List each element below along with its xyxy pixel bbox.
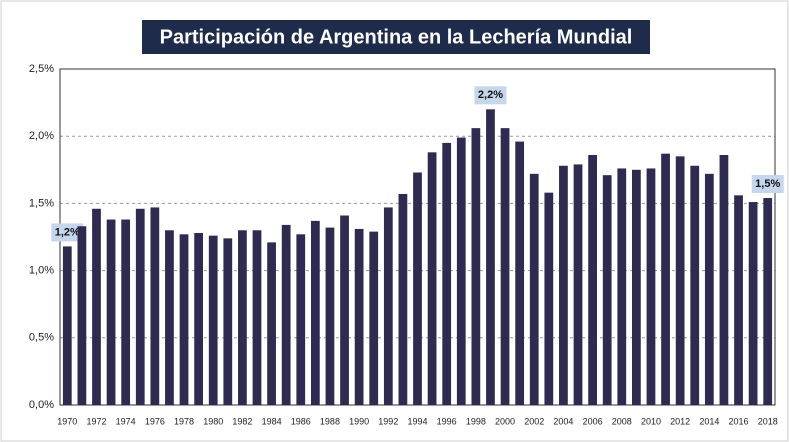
x-tick-label: 1998 — [466, 416, 486, 426]
y-tick-label: 0,5% — [29, 332, 54, 344]
bar — [383, 207, 393, 405]
bar — [515, 141, 525, 406]
x-tick-label: 2016 — [729, 416, 749, 426]
x-tick-label: 1996 — [437, 416, 457, 426]
bar — [194, 232, 203, 405]
x-tick-label: 1978 — [174, 416, 194, 426]
bar — [500, 128, 510, 406]
bar — [427, 152, 437, 405]
chart-title: Participación de Argentina en la Lecherí… — [160, 26, 633, 48]
bar — [748, 202, 758, 405]
bar — [734, 195, 743, 405]
x-tick-label: 1986 — [291, 416, 311, 426]
bar — [106, 219, 116, 405]
bar — [238, 230, 247, 405]
bar — [529, 173, 539, 405]
x-tick-label: 1972 — [86, 416, 106, 426]
bar — [763, 198, 773, 405]
bar — [77, 226, 87, 405]
value-label: 2,2% — [478, 89, 503, 101]
x-tick-label: 2000 — [495, 416, 515, 426]
bar — [544, 192, 554, 405]
bar — [369, 231, 379, 405]
value-label: 1,5% — [755, 178, 780, 190]
bar — [92, 208, 101, 405]
x-tick-label: 1992 — [378, 416, 398, 426]
bar — [398, 193, 408, 405]
bar — [456, 137, 466, 405]
value-label-box — [51, 223, 84, 242]
x-tick-label: 2004 — [553, 416, 573, 426]
bar — [281, 224, 291, 405]
bar — [675, 156, 685, 405]
x-tick-label: 1976 — [145, 416, 165, 426]
bar — [121, 219, 131, 405]
bar — [442, 142, 452, 406]
title-box — [142, 20, 650, 54]
bar — [179, 234, 189, 405]
x-tick-label: 1990 — [349, 416, 369, 426]
x-tick-label: 1988 — [320, 416, 340, 426]
value-label-box — [751, 175, 784, 194]
bar — [252, 230, 262, 405]
bar — [559, 165, 568, 405]
bar — [413, 172, 422, 405]
bar — [632, 169, 641, 405]
bar — [661, 153, 670, 405]
bar — [267, 242, 276, 405]
value-label: 1,2% — [55, 226, 80, 238]
bar — [617, 168, 627, 405]
y-tick-label: 2,0% — [29, 130, 54, 142]
bar — [354, 228, 364, 405]
bar — [135, 208, 145, 405]
x-tick-label: 2018 — [758, 416, 778, 426]
y-tick-label: 1,5% — [29, 197, 54, 209]
x-tick-label: 2012 — [670, 416, 690, 426]
x-tick-label: 1984 — [262, 416, 282, 426]
bar — [310, 220, 320, 405]
bar — [165, 230, 174, 405]
bar — [208, 235, 218, 405]
bar — [704, 173, 714, 405]
x-tick-label: 2014 — [699, 416, 719, 426]
x-tick-label: 2008 — [612, 416, 632, 426]
y-tick-label: 2,5% — [29, 63, 54, 75]
x-tick-label: 2002 — [524, 416, 544, 426]
y-tick-label: 0,0% — [29, 399, 54, 411]
x-tick-label: 1980 — [203, 416, 223, 426]
bar — [150, 207, 160, 405]
bar — [602, 175, 612, 405]
x-tick-label: 2006 — [583, 416, 603, 426]
bar — [646, 168, 656, 405]
bar — [471, 128, 481, 406]
x-tick-label: 1970 — [57, 416, 77, 426]
bar — [719, 155, 729, 405]
bar — [340, 215, 349, 405]
bar — [62, 246, 72, 405]
x-tick-label: 2010 — [641, 416, 661, 426]
x-tick-label: 1994 — [407, 416, 427, 426]
bar — [223, 238, 233, 405]
bar — [325, 227, 335, 405]
bar — [573, 164, 583, 405]
bar — [296, 234, 306, 405]
x-tick-label: 1974 — [116, 416, 136, 426]
bar — [588, 155, 597, 405]
y-tick-label: 1,0% — [29, 265, 54, 277]
bar — [486, 109, 495, 405]
bar — [690, 165, 700, 405]
x-tick-label: 1982 — [232, 416, 252, 426]
value-label-box — [474, 86, 507, 105]
